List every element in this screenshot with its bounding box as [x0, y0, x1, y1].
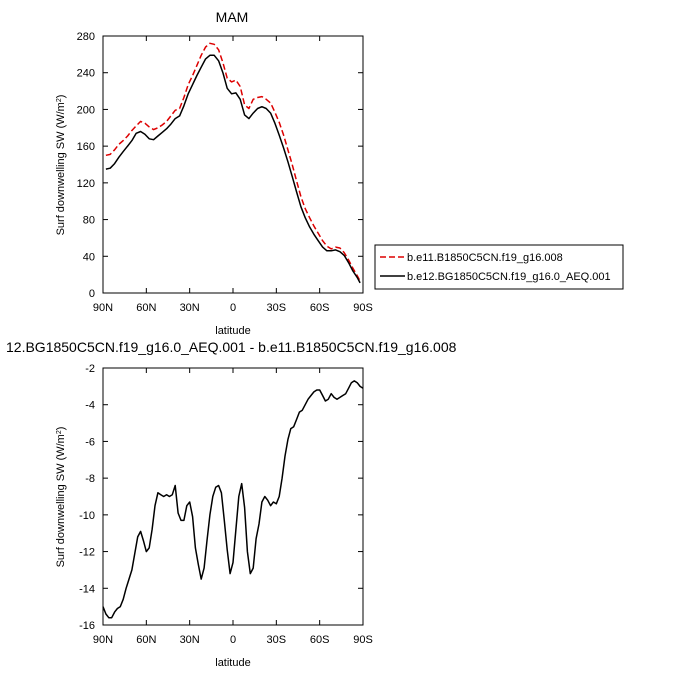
- bottom-y-tick-label: -12: [79, 547, 95, 559]
- bottom-x-tick-label: 90S: [353, 634, 373, 646]
- bottom-y-axis-label-sup: 2: [56, 430, 63, 434]
- bottom-y-tick-label: -8: [85, 473, 95, 485]
- bottom-y-axis: -16 -14 -12 -10 -8 -6 -4 -2: [79, 363, 363, 632]
- bottom-y-tick-label: -16: [79, 620, 95, 632]
- bottom-y-tick-label: -10: [79, 510, 95, 522]
- top-y-tick-label: 120: [77, 178, 95, 190]
- top-x-tick-label: 60S: [310, 302, 330, 314]
- legend: b.e11.B1850C5CN.f19_g16.008 b.e12.BG1850…: [374, 244, 624, 290]
- bottom-y-axis-label-close: ): [55, 427, 67, 431]
- bottom-chart-title: 12.BG1850C5CN.f19_g16.0_AEQ.001 - b.e11.…: [6, 339, 457, 355]
- top-y-tick-label: 200: [77, 104, 95, 116]
- bottom-series-line-0: [102, 380, 364, 619]
- top-y-axis-label-main: Surf downwelling SW (W/m: [55, 102, 67, 235]
- top-y-axis: 0 40 80 120 160 200 240 280: [77, 31, 363, 300]
- bottom-chart-panel: 12.BG1850C5CN.f19_g16.0_AEQ.001 - b.e11.…: [6, 339, 457, 669]
- bottom-y-tick-label: -2: [85, 363, 95, 375]
- legend-box: [374, 244, 624, 290]
- top-x-tick-label: 30S: [267, 302, 287, 314]
- top-chart-panel: MAM 0 40 80 120 160 200 240 280 90N 60N 30N 0 30S 60…: [55, 9, 373, 337]
- top-x-axis: 90N 60N 30N 0 30S 60S 90S: [93, 36, 373, 314]
- bottom-y-axis-label: Surf downwelling SW (W/m2): [55, 427, 67, 568]
- bottom-y-tick-label: -6: [85, 436, 95, 448]
- legend-label-control: b.e11.B1850C5CN.f19_g16.008: [407, 252, 563, 264]
- top-series-line-0: [105, 42, 361, 282]
- bottom-plot-lines: [102, 380, 364, 619]
- top-y-axis-label-sup: 2: [56, 98, 63, 102]
- top-x-tick-label: 30N: [180, 302, 200, 314]
- top-y-axis-label-close: ): [55, 95, 67, 99]
- top-x-axis-label: latitude: [215, 325, 250, 337]
- top-y-tick-label: 0: [89, 288, 95, 300]
- bottom-x-tick-label: 0: [230, 634, 236, 646]
- bottom-y-tick-label: -14: [79, 583, 95, 595]
- top-x-tick-label: 90N: [93, 302, 113, 314]
- top-x-tick-label: 60N: [136, 302, 156, 314]
- top-series-line-1: [105, 54, 361, 284]
- bottom-x-tick-label: 30N: [180, 634, 200, 646]
- legend-label-aeq: b.e12.BG1850C5CN.f19_g16.0_AEQ.001: [407, 271, 611, 283]
- top-chart-title: MAM: [216, 9, 249, 25]
- bottom-x-axis: 90N 60N 30N 0 30S 60S 90S: [93, 368, 373, 646]
- top-plot-lines: [105, 42, 361, 284]
- bottom-x-tick-label: 60S: [310, 634, 330, 646]
- top-x-tick-label: 90S: [353, 302, 373, 314]
- top-y-tick-label: 80: [83, 215, 95, 227]
- top-y-tick-label: 240: [77, 68, 95, 80]
- bottom-y-tick-label: -4: [85, 400, 95, 412]
- top-y-tick-label: 280: [77, 31, 95, 43]
- bottom-x-tick-label: 60N: [136, 634, 156, 646]
- top-y-tick-label: 40: [83, 251, 95, 263]
- top-y-axis-label: Surf downwelling SW (W/m2): [55, 95, 67, 236]
- bottom-x-axis-label: latitude: [215, 657, 250, 669]
- bottom-y-axis-label-main: Surf downwelling SW (W/m: [55, 434, 67, 567]
- bottom-x-tick-label: 30S: [267, 634, 287, 646]
- bottom-x-tick-label: 90N: [93, 634, 113, 646]
- top-y-tick-label: 160: [77, 141, 95, 153]
- top-x-tick-label: 0: [230, 302, 236, 314]
